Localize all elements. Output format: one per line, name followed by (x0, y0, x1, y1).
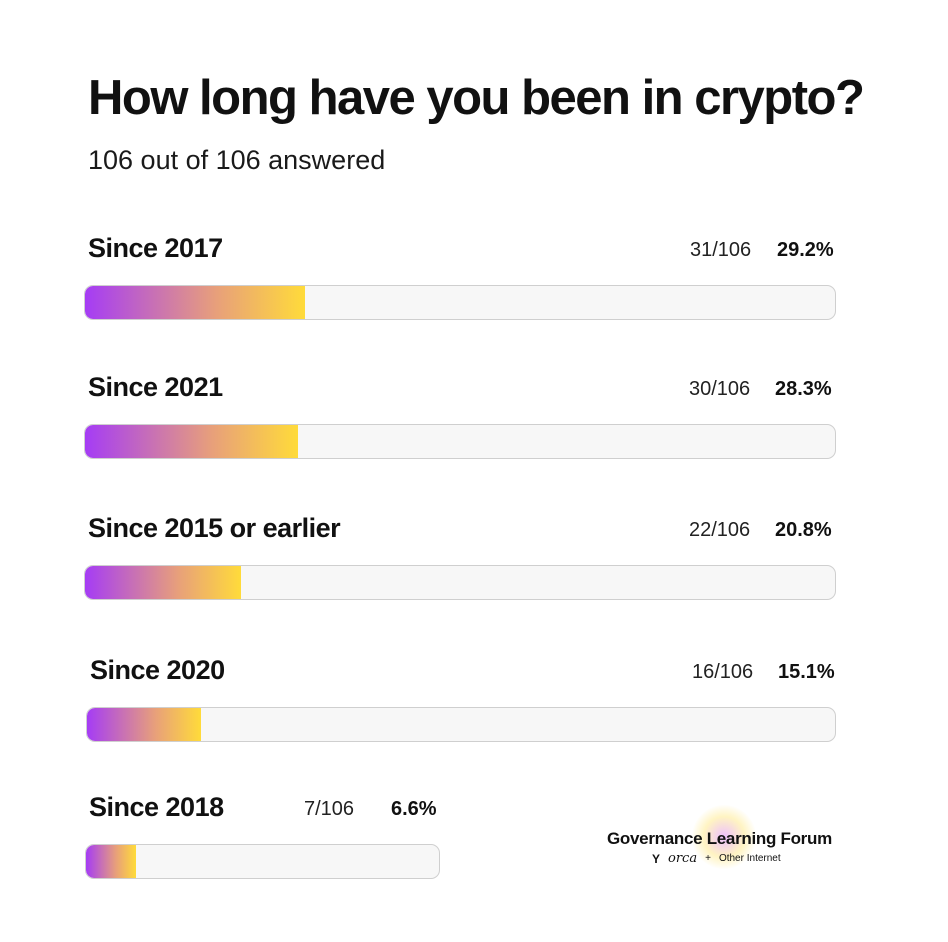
bar-label: Since 2017 (88, 233, 223, 263)
bar-percent: 20.8% (775, 519, 832, 541)
bar-percent: 28.3% (775, 378, 832, 400)
logo-partners: Υ orca + Other Internet (652, 851, 781, 866)
bar-percent: 29.2% (777, 239, 834, 261)
bar-fill (85, 566, 242, 599)
bar-fill (85, 286, 305, 319)
bar-count: 16/106 (692, 661, 754, 683)
bar-count: 30/106 (689, 378, 751, 400)
logo-glow-icon (692, 805, 756, 869)
chart-title: How long have you been in crypto? (88, 71, 865, 125)
logo-separator: + (705, 853, 711, 864)
bar-count: 22/106 (689, 519, 751, 541)
bar-count: 7/106 (304, 798, 355, 820)
bar-track (85, 844, 440, 879)
bar-track (86, 707, 836, 742)
bar-percent: 6.6% (391, 798, 437, 820)
logo-orca: orca (668, 851, 698, 866)
bar-fill (86, 845, 136, 878)
bar-percent: 15.1% (778, 661, 835, 683)
bar-label: Since 2015 or earlier (88, 513, 341, 543)
orca-tail-icon: Υ (652, 851, 661, 866)
forum-logo: Governance Learning Forum Υ orca + Other… (600, 805, 840, 875)
bar-label: Since 2020 (90, 655, 225, 685)
bar-count: 31/106 (690, 239, 752, 261)
bar-label: Since 2018 (89, 792, 224, 822)
bar-label: Since 2021 (88, 372, 223, 402)
chart-subtitle: 106 out of 106 answered (88, 145, 386, 175)
bar-fill (85, 425, 298, 458)
bar-track (84, 285, 836, 320)
logo-other-internet: Other Internet (718, 853, 781, 864)
bar-fill (87, 708, 201, 741)
logo-title: Governance Learning Forum (607, 829, 832, 848)
bar-track (84, 565, 836, 600)
bar-track (84, 424, 836, 459)
